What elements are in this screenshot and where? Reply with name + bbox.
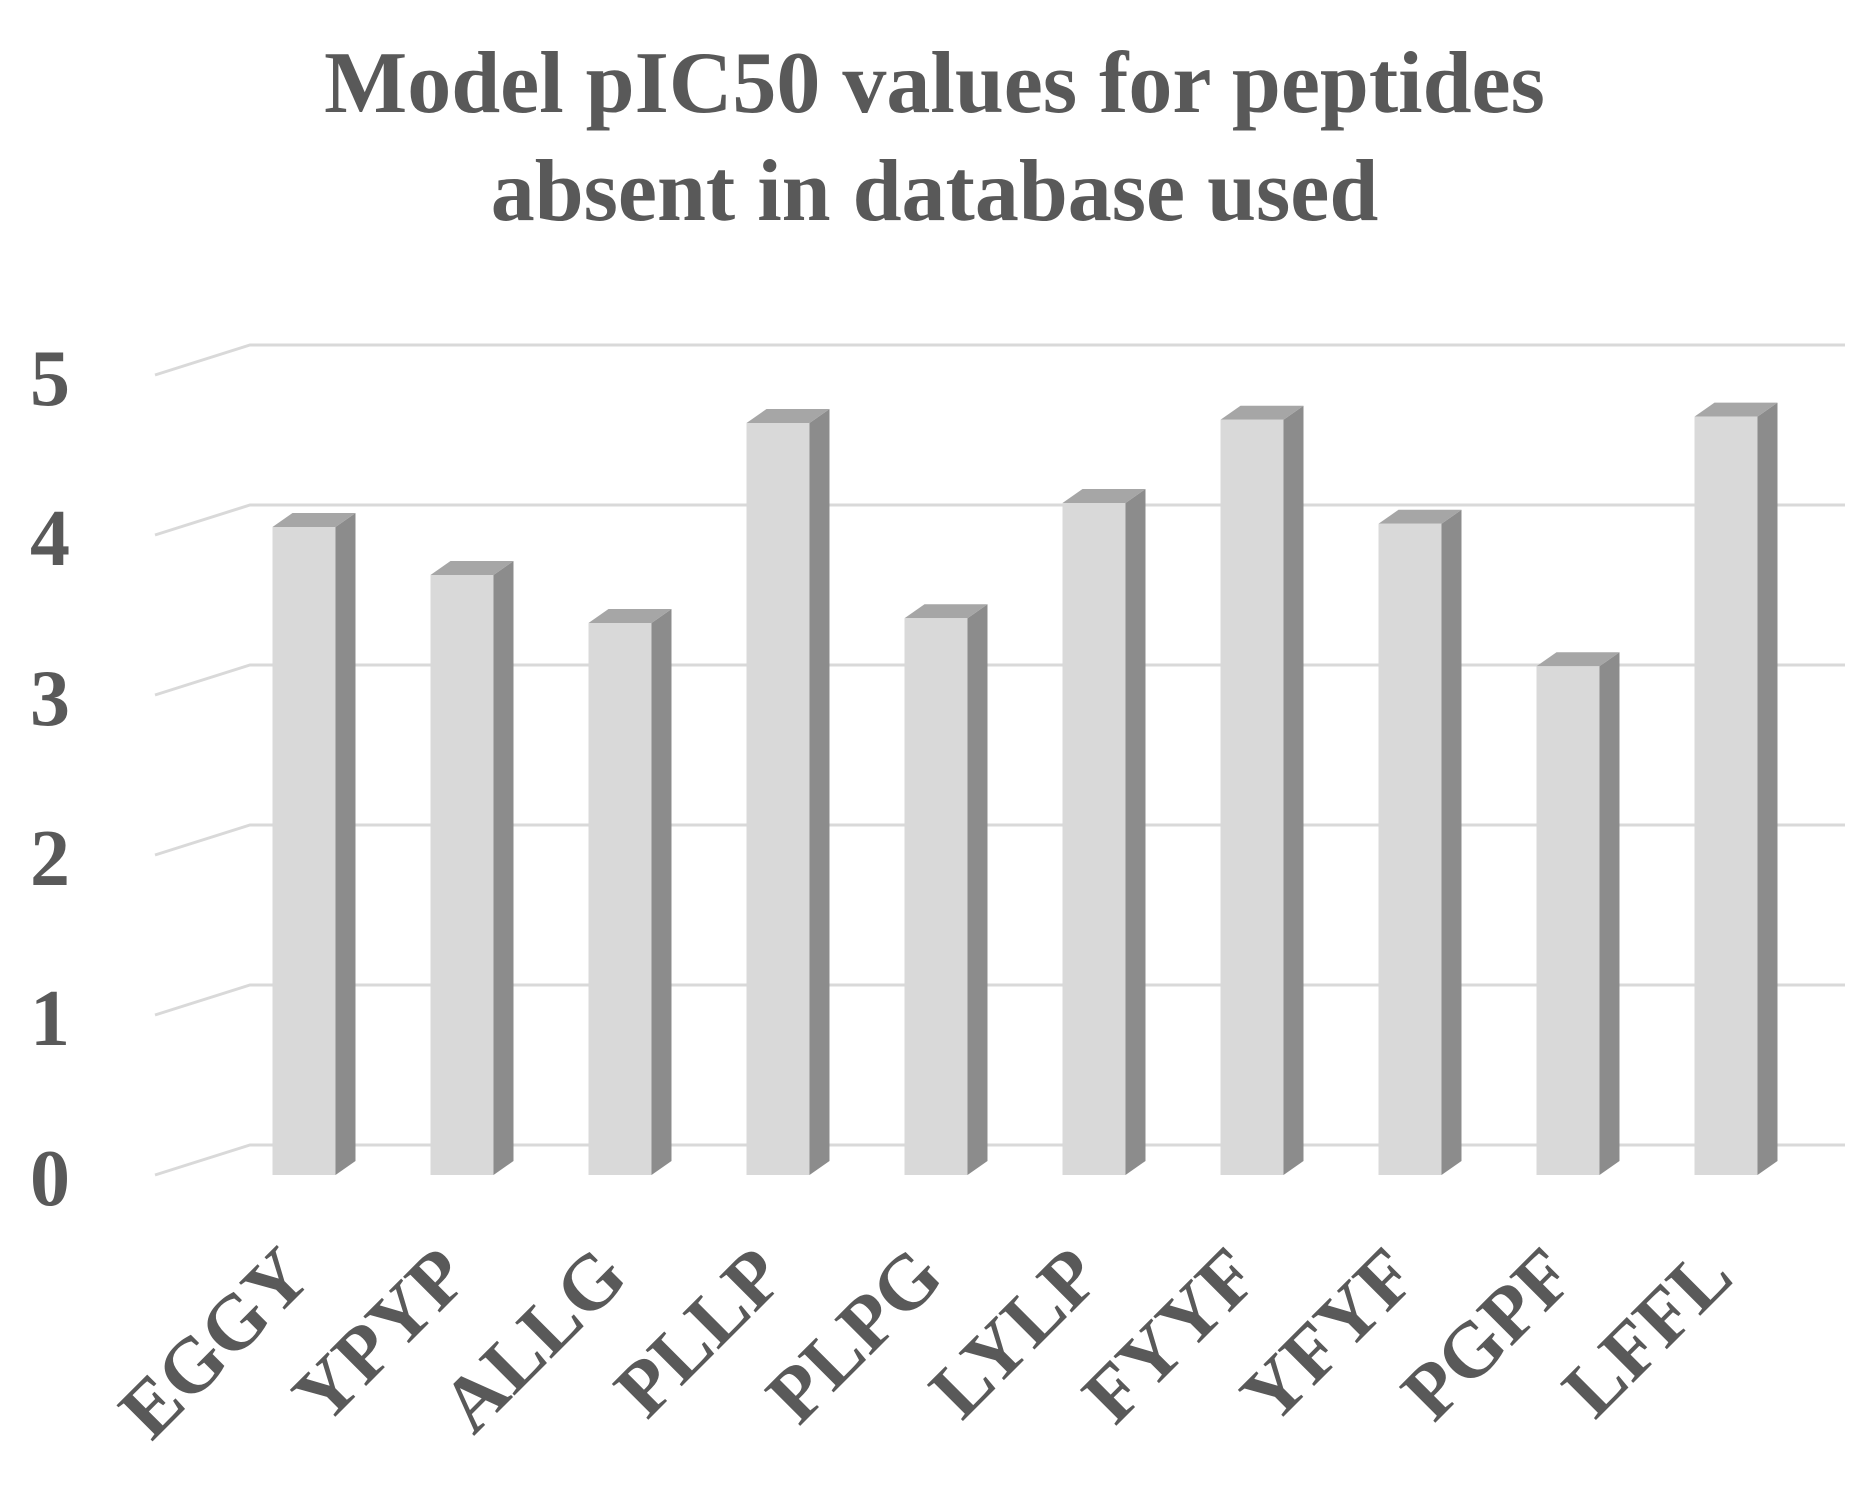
- bars: [272, 402, 1778, 1176]
- x-tick-label: PLPG: [749, 1231, 958, 1440]
- x-tick-label: LFFL: [1546, 1231, 1748, 1433]
- bar-plpg: [904, 604, 988, 1175]
- chart-title-line-2: absent in database used: [490, 143, 1379, 240]
- gridline: [154, 823, 1845, 857]
- x-tick-label: PLLP: [598, 1231, 800, 1433]
- gridline: [154, 503, 1845, 537]
- bar-front-face: [746, 423, 810, 1175]
- gridline: [154, 343, 1845, 377]
- bar-front-face: [430, 575, 494, 1175]
- bar-top-face: [430, 561, 514, 575]
- bar-yfyf: [1378, 509, 1462, 1175]
- bar-fyyf: [1220, 405, 1304, 1175]
- y-tick-label: 3: [30, 655, 70, 743]
- y-tick-label: 0: [30, 1135, 70, 1223]
- bar-side-face: [809, 409, 830, 1175]
- bar-front-face: [1220, 419, 1284, 1175]
- bar-pgpf: [1536, 652, 1620, 1175]
- bar-ypyp: [430, 561, 514, 1175]
- bar-allg: [588, 609, 672, 1175]
- bar-side-face: [1283, 405, 1304, 1175]
- bar-front-face: [1378, 523, 1442, 1175]
- gridlines: [154, 343, 1845, 1177]
- x-tick-label: YFYF: [1223, 1231, 1432, 1440]
- chart-title-line-1: Model pIC50 values for peptides: [324, 35, 1545, 132]
- y-axis-tick-labels: 0 1 2 3 4 5: [30, 335, 70, 1223]
- bar-front-face: [1536, 666, 1600, 1175]
- bar-front-face: [1062, 503, 1126, 1175]
- x-tick-label: PGPF: [1385, 1231, 1590, 1436]
- bar-side-face: [335, 513, 356, 1175]
- bar-side-face: [1757, 402, 1778, 1176]
- x-tick-label: FYYF: [1065, 1231, 1274, 1440]
- bar-front-face: [588, 623, 652, 1175]
- bar-top-face: [746, 409, 830, 423]
- x-tick-label: LYLP: [912, 1231, 1116, 1435]
- bar-top-face: [904, 604, 988, 619]
- bar-top-face: [588, 609, 672, 623]
- bar-lffl: [1694, 402, 1778, 1176]
- y-tick-label: 4: [30, 495, 70, 583]
- bar-top-face: [1694, 402, 1778, 417]
- bar-side-face: [493, 561, 514, 1175]
- x-tick-label: ALLG: [424, 1231, 642, 1449]
- gridline: [154, 1143, 1845, 1177]
- bar-pllp: [746, 409, 830, 1175]
- y-tick-label: 1: [30, 975, 70, 1063]
- bar-side-face: [1441, 509, 1462, 1175]
- chart-title: Model pIC50 values for peptides absent i…: [0, 30, 1869, 246]
- bar-top-face: [1220, 405, 1304, 420]
- bar-side-face: [967, 604, 988, 1175]
- y-tick-label: 5: [30, 335, 70, 423]
- gridline: [154, 663, 1845, 697]
- gridline: [154, 983, 1845, 1017]
- bar-top-face: [1378, 509, 1462, 524]
- bar-top-face: [1536, 652, 1620, 667]
- bar-front-face: [904, 618, 968, 1175]
- bar-lylp: [1062, 489, 1146, 1175]
- bar-top-face: [1062, 489, 1146, 503]
- bar-front-face: [272, 527, 336, 1175]
- bar-side-face: [651, 609, 672, 1175]
- bar-top-face: [272, 513, 356, 527]
- bar-side-face: [1599, 652, 1620, 1175]
- bar-side-face: [1125, 489, 1146, 1175]
- bar-front-face: [1694, 416, 1758, 1176]
- x-tick-label: EGGY: [102, 1231, 326, 1455]
- bar-eggy: [272, 513, 356, 1175]
- y-tick-label: 2: [30, 815, 70, 903]
